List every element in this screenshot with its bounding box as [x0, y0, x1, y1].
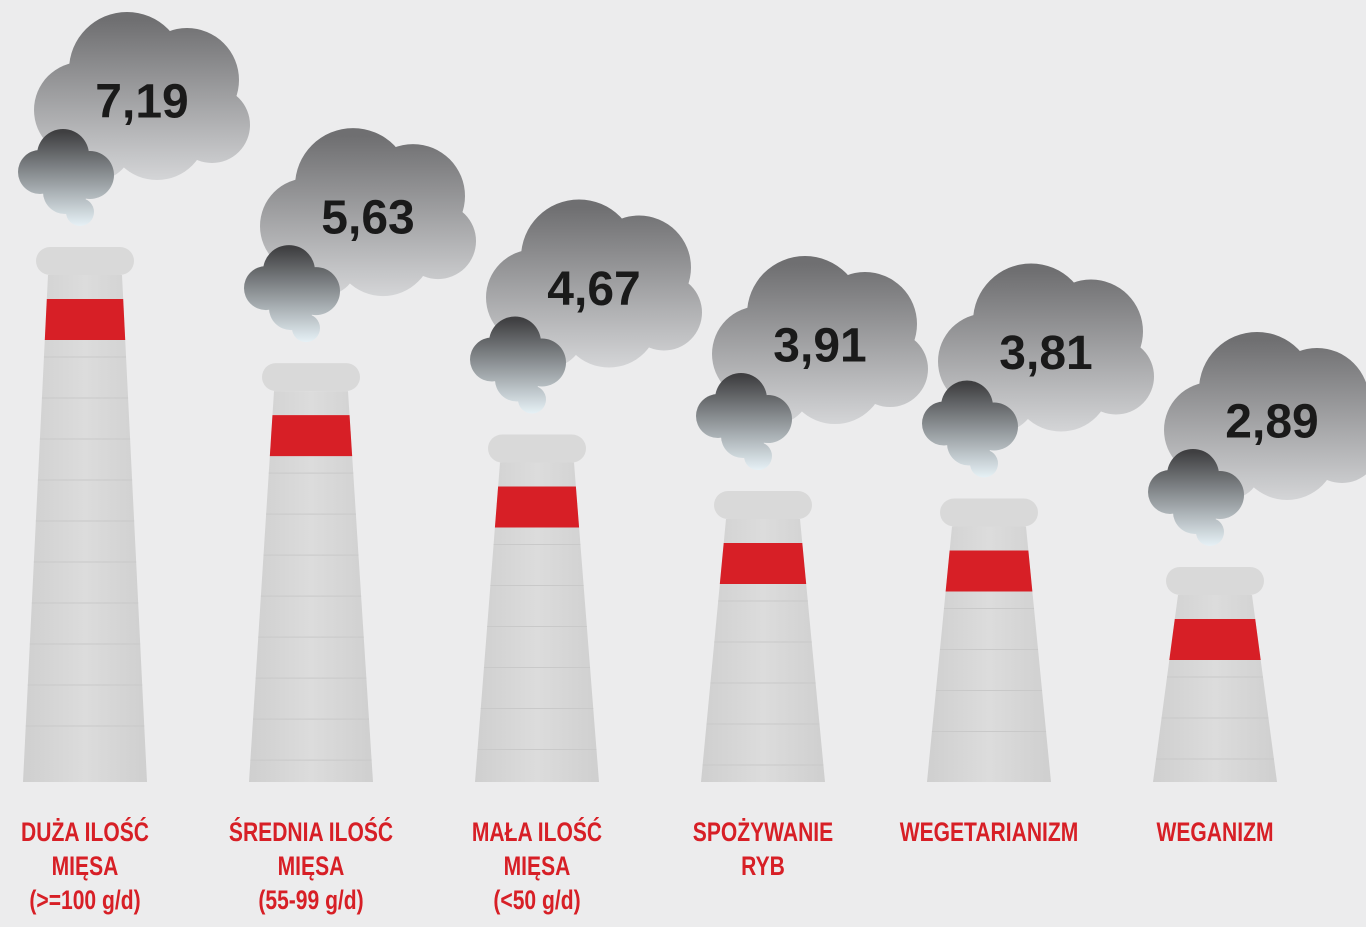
smoke-puff — [970, 449, 998, 478]
cloud — [1164, 331, 1366, 500]
cloud-puff — [107, 80, 207, 180]
chimney-band — [945, 550, 1033, 592]
chimney-cap — [262, 363, 360, 392]
cloud-puff — [333, 196, 433, 297]
chimney-cap — [488, 434, 586, 463]
category-label: SPOŻYWANIE RYB — [692, 817, 834, 881]
chimney — [701, 519, 825, 782]
smoke — [696, 373, 792, 471]
cloud-puff — [785, 324, 885, 425]
smoke — [470, 316, 566, 414]
cloud-puff — [559, 267, 659, 368]
chimney-band — [1169, 618, 1261, 660]
smoke-puff — [66, 198, 94, 226]
chimney-cap — [940, 498, 1038, 527]
smoke-puff — [744, 442, 772, 471]
value-label: 5,63 — [321, 192, 414, 245]
smoke — [1148, 448, 1244, 546]
category-label: DUŻA ILOŚĆ MIĘSA (>=100 g/d) — [21, 817, 149, 915]
chimney — [23, 275, 147, 782]
chimney — [475, 462, 599, 782]
value-label: 3,91 — [773, 320, 866, 373]
chimney-cap — [714, 491, 812, 520]
smoke-puff — [518, 385, 546, 414]
chimney-band — [269, 415, 353, 457]
chimney-cap — [1166, 566, 1264, 595]
category-label: WEGANIZM — [1156, 817, 1274, 847]
chimney-band — [44, 299, 126, 340]
value-label: 4,67 — [547, 263, 640, 316]
smoke — [922, 380, 1018, 478]
value-label: 3,81 — [999, 327, 1092, 380]
smoke-puff — [1196, 517, 1224, 546]
category-label: MAŁA ILOŚĆ MIĘSA (<50 g/d) — [471, 817, 603, 915]
cloud-puff — [1237, 399, 1337, 500]
smoke — [244, 245, 340, 343]
cloud-puff — [1011, 331, 1111, 432]
category-label: ŚREDNIA ILOŚĆ MIĘSA (55-99 g/d) — [228, 817, 394, 915]
value-label: 7,19 — [95, 76, 188, 129]
chimney-cap — [36, 247, 134, 275]
chimney-band — [494, 486, 580, 528]
chimney — [249, 391, 373, 782]
chimney-band — [719, 543, 807, 585]
smoke-puff — [292, 314, 320, 343]
value-label: 2,89 — [1225, 396, 1318, 449]
smoke — [18, 129, 114, 226]
category-label: WEGETARIANIZM — [899, 817, 1079, 847]
